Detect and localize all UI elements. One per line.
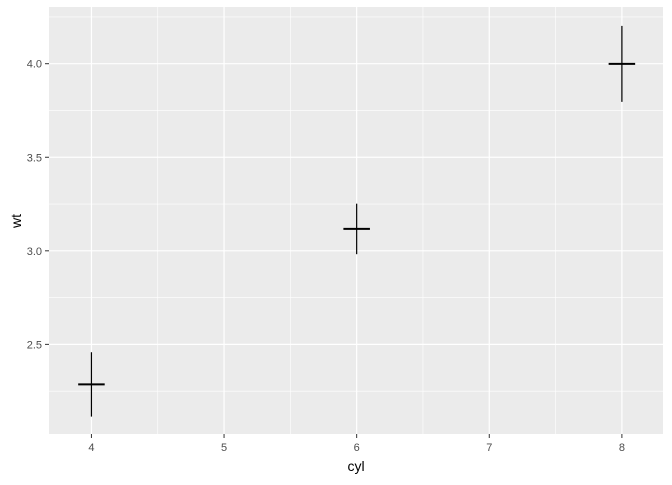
x-tick-label: 8 xyxy=(619,442,625,454)
plot-panel xyxy=(49,7,663,434)
x-tick-label: 6 xyxy=(354,442,360,454)
axes: 4 5 6 7 8 2.5 3.0 3.5 4.0 xyxy=(27,59,625,454)
grid-lines xyxy=(49,7,663,434)
x-tick-label: 4 xyxy=(88,442,94,454)
y-axis-label: wt xyxy=(8,214,24,229)
y-tick-label: 2.5 xyxy=(27,339,42,351)
x-tick-label: 5 xyxy=(221,442,227,454)
data-marks xyxy=(78,25,636,417)
y-tick-label: 3.5 xyxy=(27,152,42,164)
y-tick-label: 3.0 xyxy=(27,246,42,258)
x-axis-label: cyl xyxy=(347,458,364,474)
y-tick-label: 4.0 xyxy=(27,59,42,71)
x-tick-label: 7 xyxy=(486,442,492,454)
